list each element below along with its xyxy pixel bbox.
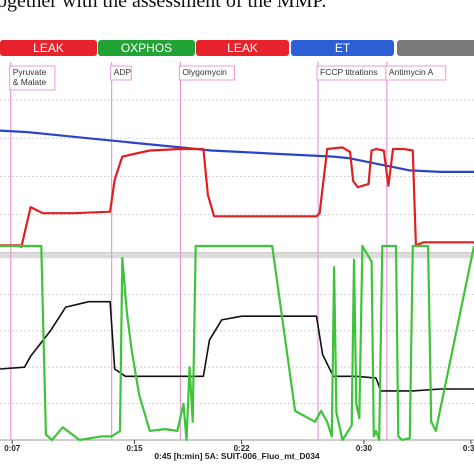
- caption-text: ogether with the assessment of the MMP.: [0, 0, 327, 12]
- series-line-top-0: [0, 129, 474, 173]
- event-label-box: [385, 65, 447, 81]
- x-tick-label: 0:22: [234, 444, 251, 453]
- series-line-top-1: [0, 146, 474, 248]
- event-label: FCCP titrations: [320, 67, 377, 77]
- event-label: & Malate: [13, 77, 47, 87]
- series-line-bottom-0: [0, 300, 474, 392]
- phase-bar-gray: [397, 40, 474, 56]
- x-tick-label: 0:37: [463, 444, 474, 453]
- phase-bar-leak-1: LEAK: [0, 40, 97, 56]
- event-label: Olygomycin: [182, 67, 227, 77]
- x-tick-label: 0:07: [4, 444, 21, 453]
- event-label: Antimycin A: [389, 67, 434, 77]
- phase-bar-leak-2: LEAK: [196, 40, 289, 56]
- x-tick-label: 0:15: [127, 444, 144, 453]
- figure-caption: ogether with the assessment of the MMP.: [0, 0, 474, 18]
- event-markers: Pyruvate& Malate ADP Olygomycin FCCP titrat…: [9, 62, 447, 440]
- chart-footer: 0:45 [h:min] 5A: SUIT-006_Fluo_mt_D034: [154, 451, 320, 461]
- event-label-box: [110, 65, 132, 81]
- event-label: Pyruvate: [13, 67, 47, 77]
- event-label: ADP: [114, 67, 132, 77]
- series-line-bottom-1: [0, 244, 474, 442]
- x-tick-labels: 0:07 0:15 0:22 0:30 0:37: [4, 440, 474, 453]
- x-tick-label: 0:30: [356, 444, 373, 453]
- panel-separator: [0, 253, 474, 258]
- event-label-box: [178, 65, 235, 81]
- series-layer: [0, 129, 474, 442]
- phase-bar-et: ET: [291, 40, 394, 56]
- phase-bar-oxphos: OXPHOS: [98, 40, 195, 56]
- event-label-box: [9, 65, 56, 91]
